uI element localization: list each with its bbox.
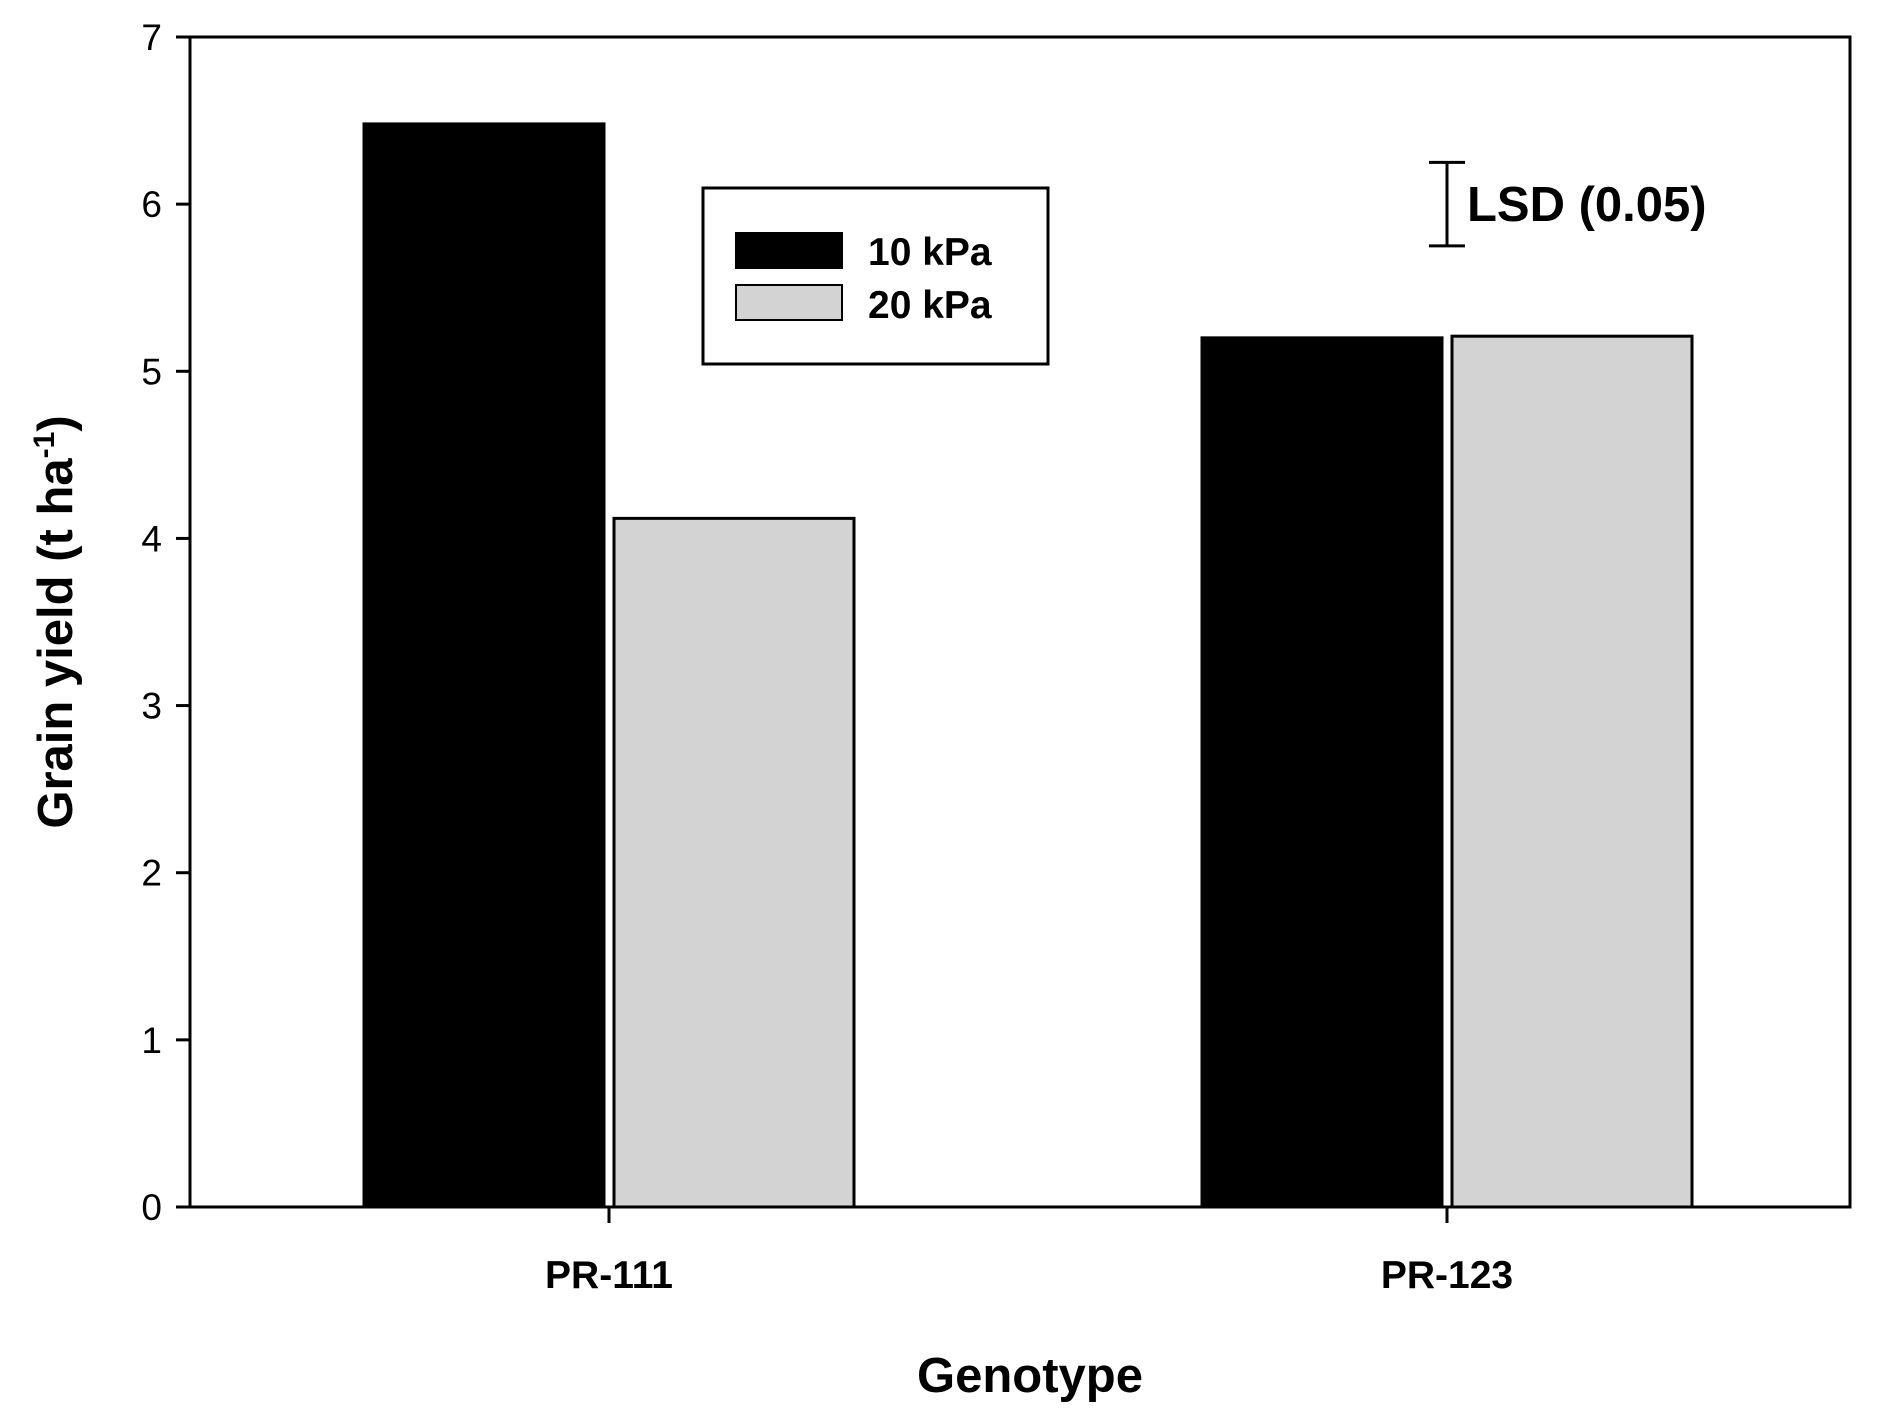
legend-box (701, 186, 1050, 366)
y-tick-label: 2 (141, 853, 162, 894)
bar-pr-123-10kpa (1200, 336, 1444, 1209)
y-axis-title-main: Grain yield (t ha (29, 458, 83, 829)
plot-frame (188, 35, 1852, 1209)
x-axis-title: Genotype (917, 1349, 1143, 1403)
y-tick-label: 3 (141, 686, 162, 727)
bar-series-group (362, 122, 1694, 1209)
x-category-label: PR-123 (1381, 1254, 1513, 1297)
legend-swatch-20kpa (735, 284, 843, 321)
y-tick-label: 0 (141, 1187, 162, 1228)
y-axis-title-superscript: -1 (28, 432, 61, 459)
y-axis-ticks: 0 1 2 3 4 5 6 7 (141, 17, 190, 1228)
legend-label-10kpa: 10 kPa (868, 231, 992, 274)
legend-swatch-10kpa (735, 232, 843, 269)
bar-pr-111-10kpa (362, 122, 606, 1209)
legend-label-20kpa: 20 kPa (868, 284, 992, 327)
x-category-label: PR-111 (545, 1254, 673, 1297)
y-tick-label: 4 (141, 518, 162, 559)
bar-pr-111-20kpa (612, 516, 856, 1209)
bar-pr-123-20kpa (1450, 334, 1694, 1209)
y-tick-label: 5 (141, 351, 162, 392)
y-tick-label: 1 (141, 1020, 162, 1061)
legend: 10 kPa 20 kPa (701, 186, 1050, 366)
y-axis-title: Grain yield (t ha-1) (28, 415, 83, 828)
y-axis-title-close: ) (29, 415, 83, 431)
lsd-annotation: LSD (0.05) (1429, 160, 1707, 248)
x-axis-ticks: PR-111 PR-123 (545, 1207, 1513, 1297)
y-tick-label: 7 (141, 17, 162, 58)
lsd-label: LSD (0.05) (1467, 178, 1707, 232)
y-tick-label: 6 (141, 184, 162, 225)
